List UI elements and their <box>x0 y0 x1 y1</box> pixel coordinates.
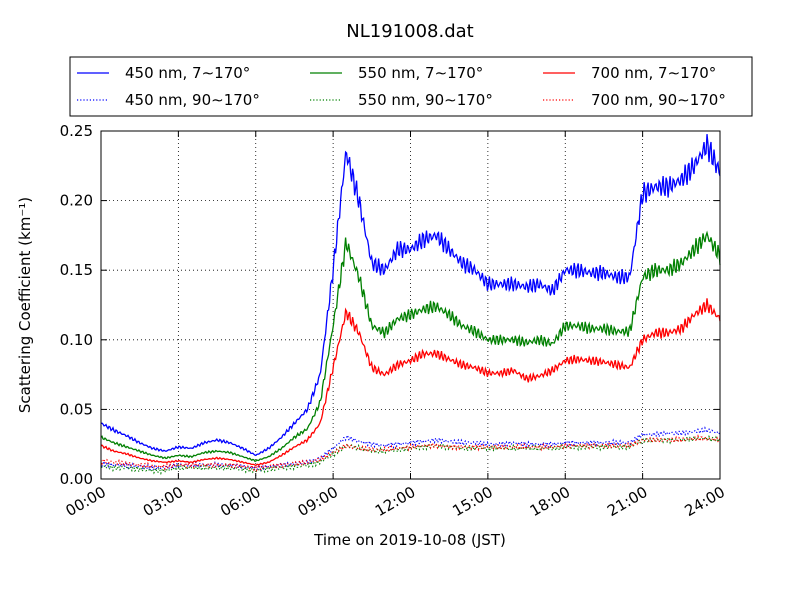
x-tick-label: 00:00 <box>63 483 109 520</box>
y-axis-label: Scattering Coefficient (km⁻¹) <box>16 197 34 413</box>
x-tick-label: 24:00 <box>682 483 728 520</box>
chart-title: NL191008.dat <box>346 21 473 42</box>
series-layer <box>100 134 721 476</box>
x-tick-label: 03:00 <box>140 483 186 520</box>
x-tick-label: 06:00 <box>217 483 263 520</box>
x-axis-label: Time on 2019-10-08 (JST) <box>313 531 506 549</box>
x-tick-label: 09:00 <box>295 483 341 520</box>
series-line-2 <box>100 230 721 462</box>
series-line-4 <box>100 298 721 467</box>
series-line-5 <box>100 433 721 473</box>
y-tick-label: 0.25 <box>60 122 93 140</box>
y-tick-label: 0.05 <box>60 400 93 418</box>
legend-label-5: 700 nm, 90∼170° <box>591 91 726 109</box>
x-tick-label: 12:00 <box>372 483 418 520</box>
y-tick-label: 0.10 <box>60 331 93 349</box>
legend-box <box>69 56 753 117</box>
legend-label-1: 450 nm, 90∼170° <box>125 91 260 109</box>
legend-label-2: 550 nm, 7∼170° <box>358 64 483 82</box>
x-tick-labels: 00:00 03:00 06:00 09:00 12:00 15:00 18:00 21:00… <box>63 483 728 520</box>
legend-label-4: 700 nm, 7∼170° <box>591 64 716 82</box>
y-tick-label: 0.00 <box>60 470 93 488</box>
series-line-0 <box>100 134 721 457</box>
y-tick-label: 0.20 <box>60 192 93 210</box>
legend: 450 nm, 7∼170° 550 nm, 7∼170° 700 nm, 7∼17… <box>69 56 753 117</box>
ticks <box>100 130 721 480</box>
y-tick-labels: 0.00 0.05 0.10 0.15 0.20 0.25 <box>60 122 93 488</box>
grid <box>101 131 720 479</box>
series-line-3 <box>100 434 721 476</box>
legend-label-0: 450 nm, 7∼170° <box>125 64 250 82</box>
x-tick-label: 21:00 <box>604 483 650 520</box>
y-tick-label: 0.15 <box>60 261 93 279</box>
legend-label-3: 550 nm, 90∼170° <box>358 91 493 109</box>
x-tick-label: 18:00 <box>527 483 573 520</box>
x-tick-label: 15:00 <box>449 483 495 520</box>
